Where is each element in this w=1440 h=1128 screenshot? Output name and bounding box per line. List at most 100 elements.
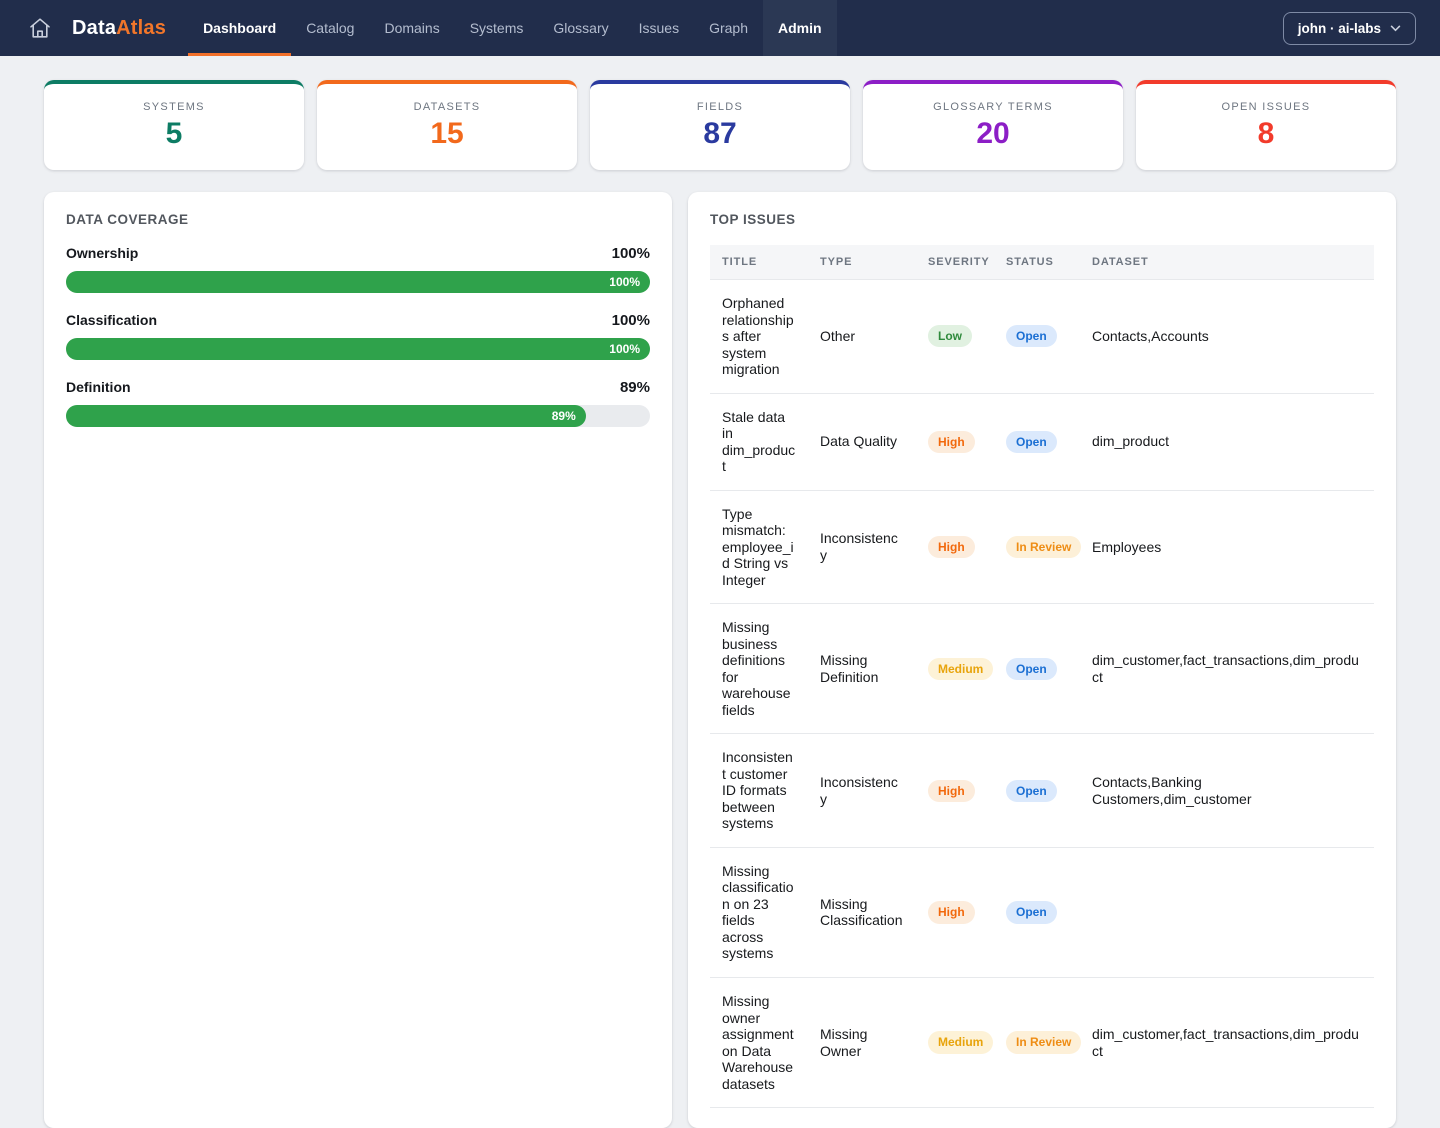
coverage-metric-percent: 100% [611, 312, 650, 329]
coverage-metric-percent: 100% [611, 245, 650, 262]
issue-type: Other [808, 279, 916, 394]
issue-dataset: dim_customer,fact_transactions,dim_produ… [1080, 977, 1374, 1109]
issue-row[interactable]: Orphaned relationships after system migr… [710, 279, 1374, 394]
status-badge: In Review [1006, 535, 1082, 558]
severity-badge: High [928, 779, 975, 802]
coverage-progress-track: 100% [66, 338, 650, 360]
severity-badge: Medium [928, 657, 994, 680]
coverage-metric-head: Ownership 100% [66, 245, 650, 262]
stat-card-glossary-terms: GLOSSARY TERMS 20 [863, 80, 1123, 170]
coverage-progress-track: 100% [66, 271, 650, 293]
severity-badge: Medium [928, 1031, 994, 1054]
top-issues-title: TOP ISSUES [710, 212, 796, 227]
nav-item-issues[interactable]: Issues [638, 20, 680, 36]
stats-row: SYSTEMS 5 DATASETS 15 FIELDS 87 GLOSSARY TERMS… [44, 80, 1396, 170]
issue-status-cell: Open [994, 847, 1080, 978]
coverage-progress-fill: 100% [66, 338, 650, 360]
stat-value-datasets: 15 [430, 117, 464, 150]
issue-type: Inconsistency [808, 733, 916, 848]
severity-badge: High [928, 535, 975, 558]
nav-item-systems[interactable]: Systems [469, 20, 524, 36]
issue-row[interactable]: Missing business definitions for warehou… [710, 603, 1374, 735]
chevron-down-icon [1390, 25, 1401, 31]
issue-title: Stale data in dim_product [710, 393, 808, 491]
coverage-metric-label: Ownership [66, 245, 139, 261]
nav-item-graph[interactable]: Graph [709, 20, 749, 36]
nav-item-glossary[interactable]: Glossary [553, 20, 609, 36]
issue-dataset: dim_product [1080, 393, 1374, 491]
coverage-metric-classification: Classification 100% 100% [66, 312, 650, 360]
coverage-progress-fill: 100% [66, 271, 650, 293]
issues-col-dataset: DATASET [1080, 245, 1374, 280]
stat-value-open-issues: 8 [1257, 117, 1275, 150]
nav-item-admin[interactable]: Admin [763, 0, 837, 56]
issues-table: TITLE TYPE SEVERITY STATUS DATASET Orphaned … [710, 245, 1374, 1109]
issue-row[interactable]: Type mismatch: employee_id String vs Int… [710, 490, 1374, 605]
coverage-metric-ownership: Ownership 100% 100% [66, 245, 650, 293]
coverage-metric-label: Classification [66, 312, 158, 328]
issue-dataset [1080, 847, 1374, 978]
stat-label-datasets: DATASETS [413, 101, 481, 113]
issue-status-cell: In Review [994, 977, 1082, 1109]
main-nav: Dashboard Catalog Domains Systems Glossary Is… [188, 0, 837, 56]
issue-severity-cell: High [916, 847, 994, 978]
issue-row[interactable]: Missing classification on 23 fields acro… [710, 847, 1374, 978]
issue-severity-cell: Medium [916, 603, 994, 735]
stat-card-datasets: DATASETS 15 [317, 80, 577, 170]
coverage-metric-head: Classification 100% [66, 312, 650, 329]
severity-badge: Low [928, 325, 972, 348]
user-menu[interactable]: john · ai-labs [1282, 11, 1416, 45]
stat-card-systems: SYSTEMS 5 [44, 80, 304, 170]
issue-title: Orphaned relationships after system migr… [710, 279, 808, 394]
issue-severity-cell: High [916, 490, 994, 605]
issue-type: Missing Classification [808, 847, 916, 978]
stat-value-fields: 87 [703, 117, 737, 150]
stat-label-open-issues: OPEN ISSUES [1221, 101, 1311, 113]
issue-severity-cell: Low [916, 279, 994, 394]
data-coverage-panel: DATA COVERAGE Ownership 100% 100% Classific… [44, 192, 672, 1128]
issue-type: Missing Definition [808, 603, 916, 735]
issues-col-title: TITLE [710, 245, 808, 280]
nav-item-dashboard[interactable]: Dashboard [188, 0, 291, 56]
issue-status-cell: Open [994, 279, 1080, 394]
issue-status-cell: Open [994, 393, 1080, 491]
coverage-metric-definition: Definition 89% 89% [66, 379, 650, 427]
stat-card-open-issues: OPEN ISSUES 8 [1136, 80, 1396, 170]
status-badge: Open [1006, 657, 1057, 680]
nav-item-domains[interactable]: Domains [384, 20, 440, 36]
issue-row[interactable]: Missing owner assignment on Data Warehou… [710, 977, 1374, 1109]
stat-label-systems: SYSTEMS [143, 101, 205, 113]
issue-title: Inconsistent customer ID formats between… [710, 733, 808, 848]
stat-card-fields: FIELDS 87 [590, 80, 850, 170]
stat-value-systems: 5 [165, 117, 183, 150]
coverage-metric-percent: 89% [619, 379, 650, 396]
home-icon[interactable] [24, 12, 56, 44]
issue-type: Inconsistency [808, 490, 916, 605]
coverage-metric-head: Definition 89% [66, 379, 650, 396]
issues-col-status: STATUS [994, 245, 1080, 280]
issues-col-type: TYPE [808, 245, 916, 280]
logo-part-2: Atlas [116, 16, 167, 39]
stat-label-glossary-terms: GLOSSARY TERMS [933, 101, 1053, 113]
issue-title: Type mismatch: employee_id String vs Int… [710, 490, 808, 605]
issue-status-cell: Open [994, 603, 1080, 735]
user-menu-label: john · ai-labs [1297, 20, 1381, 36]
issue-type: Data Quality [808, 393, 916, 491]
stat-label-fields: FIELDS [696, 101, 744, 113]
issues-table-body: Orphaned relationships after system migr… [710, 279, 1374, 1109]
issue-row[interactable]: Inconsistent customer ID formats between… [710, 733, 1374, 848]
severity-badge: High [928, 901, 975, 924]
stat-value-glossary-terms: 20 [976, 117, 1010, 150]
nav-item-catalog[interactable]: Catalog [306, 20, 355, 36]
status-badge: Open [1006, 901, 1057, 924]
issue-dataset: dim_customer,fact_transactions,dim_produ… [1080, 603, 1374, 735]
issue-title: Missing owner assignment on Data Warehou… [710, 977, 808, 1109]
main-content: SYSTEMS 5 DATASETS 15 FIELDS 87 GLOSSARY TERMS… [0, 56, 1440, 1128]
logo-part-1: Data [72, 16, 117, 39]
issue-severity-cell: Medium [916, 977, 994, 1109]
issue-row[interactable]: Stale data in dim_product Data Quality Hig… [710, 393, 1374, 491]
issue-title: Missing business definitions for warehou… [710, 603, 808, 735]
coverage-metric-list: Ownership 100% 100% Classification 100% 100% D… [66, 245, 650, 427]
app-logo: Data Atlas [72, 17, 166, 40]
severity-badge: High [928, 430, 975, 453]
